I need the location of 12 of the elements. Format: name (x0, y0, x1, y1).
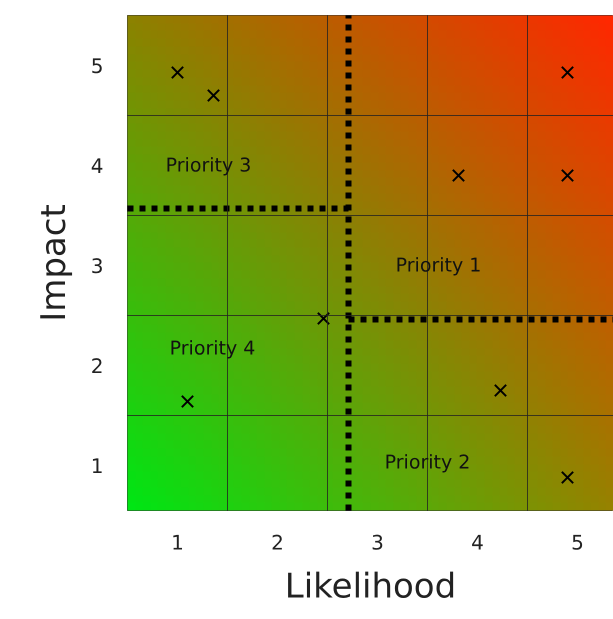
y-tick-label: 5 (90, 54, 104, 78)
x-tick-label: 5 (571, 530, 584, 554)
x-tick-label: 1 (171, 530, 184, 554)
y-tick-label: 3 (90, 254, 104, 278)
x-tick-label: 4 (471, 530, 484, 554)
y-axis-title: Impact (34, 204, 74, 322)
x-axis-title: Likelihood (284, 566, 456, 606)
y-tick-label: 4 (90, 154, 104, 178)
x-tick-label: 3 (371, 530, 384, 554)
x-tick-label: 2 (271, 530, 284, 554)
y-tick-label: 1 (90, 454, 104, 478)
y-tick-label: 2 (90, 354, 104, 378)
